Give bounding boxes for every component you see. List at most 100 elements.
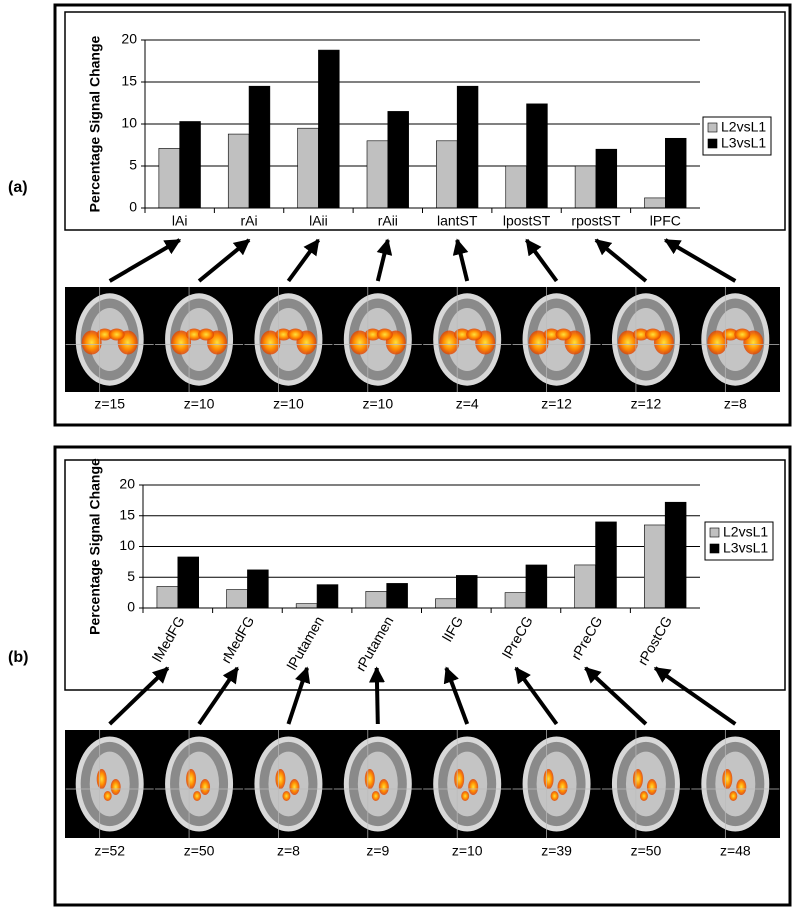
activation — [543, 769, 554, 789]
brain-slice — [512, 287, 601, 392]
legend-label: L3vsL1 — [721, 135, 766, 151]
white-matter — [715, 751, 756, 817]
activation — [736, 779, 747, 795]
activation — [550, 791, 559, 801]
panel-frame — [53, 445, 792, 907]
brain-slice — [333, 287, 422, 392]
activation — [644, 328, 661, 341]
slice-label: z=10 — [273, 396, 304, 412]
activation — [707, 330, 728, 355]
bar — [504, 592, 527, 609]
activation — [646, 779, 657, 795]
bar — [177, 556, 200, 609]
activation — [722, 328, 739, 341]
brain-slice — [601, 730, 690, 838]
slice-label: z=4 — [456, 396, 479, 412]
activation — [632, 769, 643, 789]
legend-swatch — [709, 527, 720, 538]
panel-frame — [53, 3, 792, 427]
activation — [376, 328, 393, 341]
activation — [371, 791, 380, 801]
brain-slice — [691, 287, 780, 392]
y-tick-label: 5 — [129, 157, 137, 173]
arrow — [286, 238, 321, 283]
activation — [193, 791, 202, 801]
arrow — [108, 666, 170, 726]
white-matter — [536, 751, 577, 817]
activation — [200, 779, 211, 795]
slice-label: z=8 — [724, 396, 747, 412]
slice-label: z=48 — [720, 843, 751, 859]
activation — [454, 328, 471, 341]
x-tick-label: lAi — [172, 213, 188, 229]
brain-slice — [155, 730, 244, 838]
legend-label: L3vsL1 — [723, 540, 768, 556]
activation — [543, 328, 560, 341]
arrow — [286, 666, 311, 725]
bar — [595, 148, 618, 209]
activation — [171, 330, 192, 355]
white-matter — [268, 751, 309, 817]
bar — [643, 524, 666, 609]
arrow — [197, 666, 240, 726]
bar — [664, 501, 687, 609]
y-tick-label: 15 — [121, 73, 137, 89]
panel-label: (b) — [8, 649, 28, 666]
slice-label: z=9 — [366, 843, 389, 859]
brain-slice — [423, 287, 512, 392]
arrow — [368, 666, 385, 725]
slice-label: z=10 — [362, 396, 393, 412]
activation — [378, 779, 389, 795]
bar — [456, 85, 479, 209]
arrow — [524, 238, 559, 283]
slice-label: z=52 — [94, 843, 125, 859]
bar — [386, 583, 408, 609]
white-matter — [179, 751, 220, 817]
bar — [227, 133, 250, 209]
activation — [555, 328, 572, 341]
slice-label: z=12 — [631, 396, 662, 412]
activation — [461, 791, 470, 801]
activation — [275, 328, 292, 341]
brain-slice — [512, 730, 601, 838]
bar — [247, 569, 269, 609]
slice-label: z=10 — [184, 396, 215, 412]
activation — [108, 328, 125, 341]
slice-label: z=15 — [94, 396, 125, 412]
activation — [110, 779, 121, 795]
activation — [557, 779, 568, 795]
y-tick-label: 20 — [119, 476, 135, 492]
activation — [364, 328, 381, 341]
activation — [617, 330, 638, 355]
brain-slice — [65, 730, 154, 838]
x-tick-label: lPFC — [650, 213, 681, 229]
legend-label: L2vsL1 — [721, 119, 766, 135]
activation — [287, 328, 304, 341]
brain-slice — [65, 287, 154, 392]
activation — [186, 328, 203, 341]
legend-swatch — [707, 138, 718, 149]
brain-slice — [244, 287, 333, 392]
y-axis-title: Percentage Signal Change — [87, 458, 103, 635]
bar — [226, 589, 248, 609]
y-tick-label: 10 — [121, 115, 137, 131]
arrow — [443, 666, 470, 725]
bar — [525, 564, 548, 609]
bar — [295, 603, 318, 609]
activation — [260, 330, 281, 355]
activation — [632, 328, 649, 341]
activation — [722, 769, 733, 789]
bar — [665, 137, 687, 209]
activation — [734, 328, 751, 341]
arrow — [663, 238, 737, 283]
y-tick-label: 15 — [119, 506, 135, 522]
activation — [289, 779, 300, 795]
brain-slice — [244, 730, 333, 838]
bar — [366, 140, 389, 209]
activation — [439, 330, 460, 355]
activation — [96, 769, 107, 789]
arrow — [514, 666, 559, 726]
bar — [435, 598, 457, 609]
arrow — [584, 666, 648, 726]
